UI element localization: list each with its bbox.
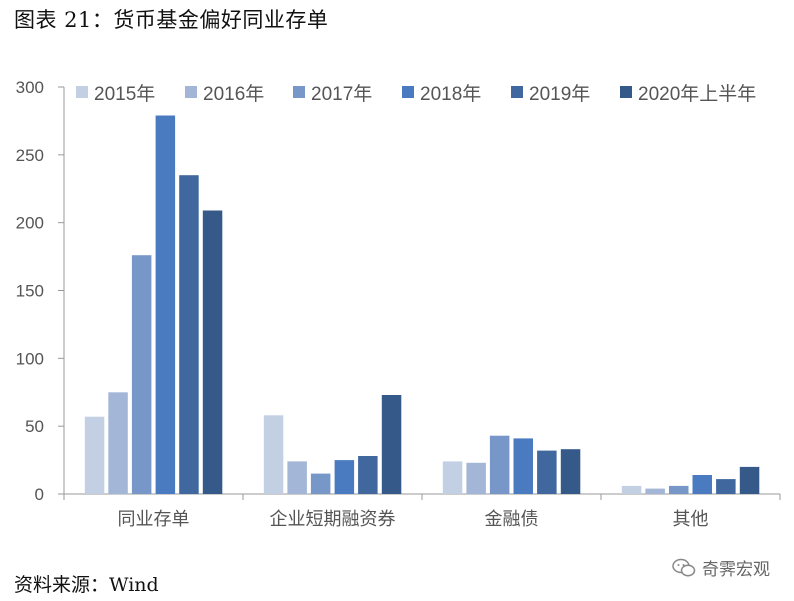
legend: 2015年 2016年 2017年 2018年 2019年 2020年上半年 bbox=[76, 83, 756, 105]
bar-0-1 bbox=[108, 392, 128, 495]
legend-label: 2016年 bbox=[203, 83, 264, 105]
wechat-icon bbox=[672, 558, 696, 576]
bar-2-1 bbox=[466, 462, 486, 494]
legend-swatch bbox=[293, 86, 305, 98]
bar-3-4 bbox=[716, 479, 736, 494]
y-tick-label: 150 bbox=[16, 282, 44, 301]
watermark: 奇霁宏观 bbox=[672, 555, 770, 580]
bar-2-2 bbox=[489, 435, 510, 494]
legend-label: 2019年 bbox=[529, 83, 590, 105]
category-label: 同业存单 bbox=[118, 509, 190, 530]
y-tick-label: 250 bbox=[16, 146, 44, 165]
bar-0-5 bbox=[202, 210, 223, 494]
category-label: 其他 bbox=[673, 509, 709, 530]
bar-0-4 bbox=[179, 175, 199, 494]
bar-0-0 bbox=[84, 416, 105, 494]
bar-2-0 bbox=[442, 461, 463, 494]
watermark-text: 奇霁宏观 bbox=[702, 560, 770, 580]
bar-3-3 bbox=[692, 475, 712, 494]
bar-3-2 bbox=[669, 485, 689, 494]
bar-3-1 bbox=[645, 488, 665, 494]
y-axis: 0 50 100 150 200 250 300 bbox=[16, 78, 65, 504]
bar-1-0 bbox=[263, 415, 284, 494]
bar-1-1 bbox=[287, 461, 307, 494]
legend-swatch bbox=[511, 86, 523, 98]
bar-2-4 bbox=[537, 450, 557, 494]
bar-0-2 bbox=[131, 255, 152, 494]
source-note: 资料来源：Wind bbox=[14, 574, 159, 596]
y-tick-label: 0 bbox=[35, 485, 44, 504]
bar-2-5 bbox=[560, 449, 581, 494]
bar-1-4 bbox=[358, 456, 378, 494]
y-tick-label: 50 bbox=[25, 417, 44, 436]
bar-0-3 bbox=[155, 115, 176, 494]
legend-label: 2018年 bbox=[420, 83, 481, 105]
legend-swatch bbox=[185, 86, 197, 98]
bar-2-3 bbox=[513, 438, 533, 494]
x-axis: 同业存单 企业短期融资券 金融债 其他 bbox=[63, 493, 781, 530]
legend-label: 2020年上半年 bbox=[638, 83, 756, 105]
legend-label: 2015年 bbox=[94, 83, 155, 105]
category-label: 金融债 bbox=[485, 509, 539, 530]
legend-swatch bbox=[76, 86, 88, 98]
category-label: 企业短期融资券 bbox=[270, 509, 396, 530]
y-tick-label: 200 bbox=[16, 214, 44, 233]
y-tick-label: 100 bbox=[16, 349, 44, 368]
legend-swatch bbox=[402, 86, 414, 98]
legend-label: 2017年 bbox=[311, 83, 372, 105]
bar-3-0 bbox=[621, 485, 642, 494]
y-tick-label: 300 bbox=[16, 78, 44, 97]
legend-swatch bbox=[620, 86, 632, 98]
figure-title: 图表 21：货币基金偏好同业存单 bbox=[14, 8, 329, 32]
bar-1-5 bbox=[381, 395, 402, 494]
bars bbox=[84, 115, 760, 495]
bar-1-3 bbox=[334, 460, 355, 494]
bar-3-5 bbox=[739, 466, 760, 494]
bar-1-2 bbox=[310, 473, 331, 494]
